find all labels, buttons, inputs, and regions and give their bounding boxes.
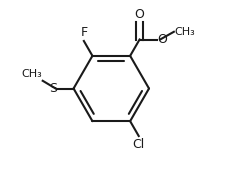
Text: O: O [158, 33, 168, 46]
Text: CH₃: CH₃ [21, 69, 42, 79]
Text: O: O [135, 8, 144, 21]
Text: CH₃: CH₃ [175, 27, 196, 37]
Text: Cl: Cl [132, 138, 145, 151]
Text: F: F [80, 26, 88, 39]
Text: S: S [49, 82, 57, 95]
